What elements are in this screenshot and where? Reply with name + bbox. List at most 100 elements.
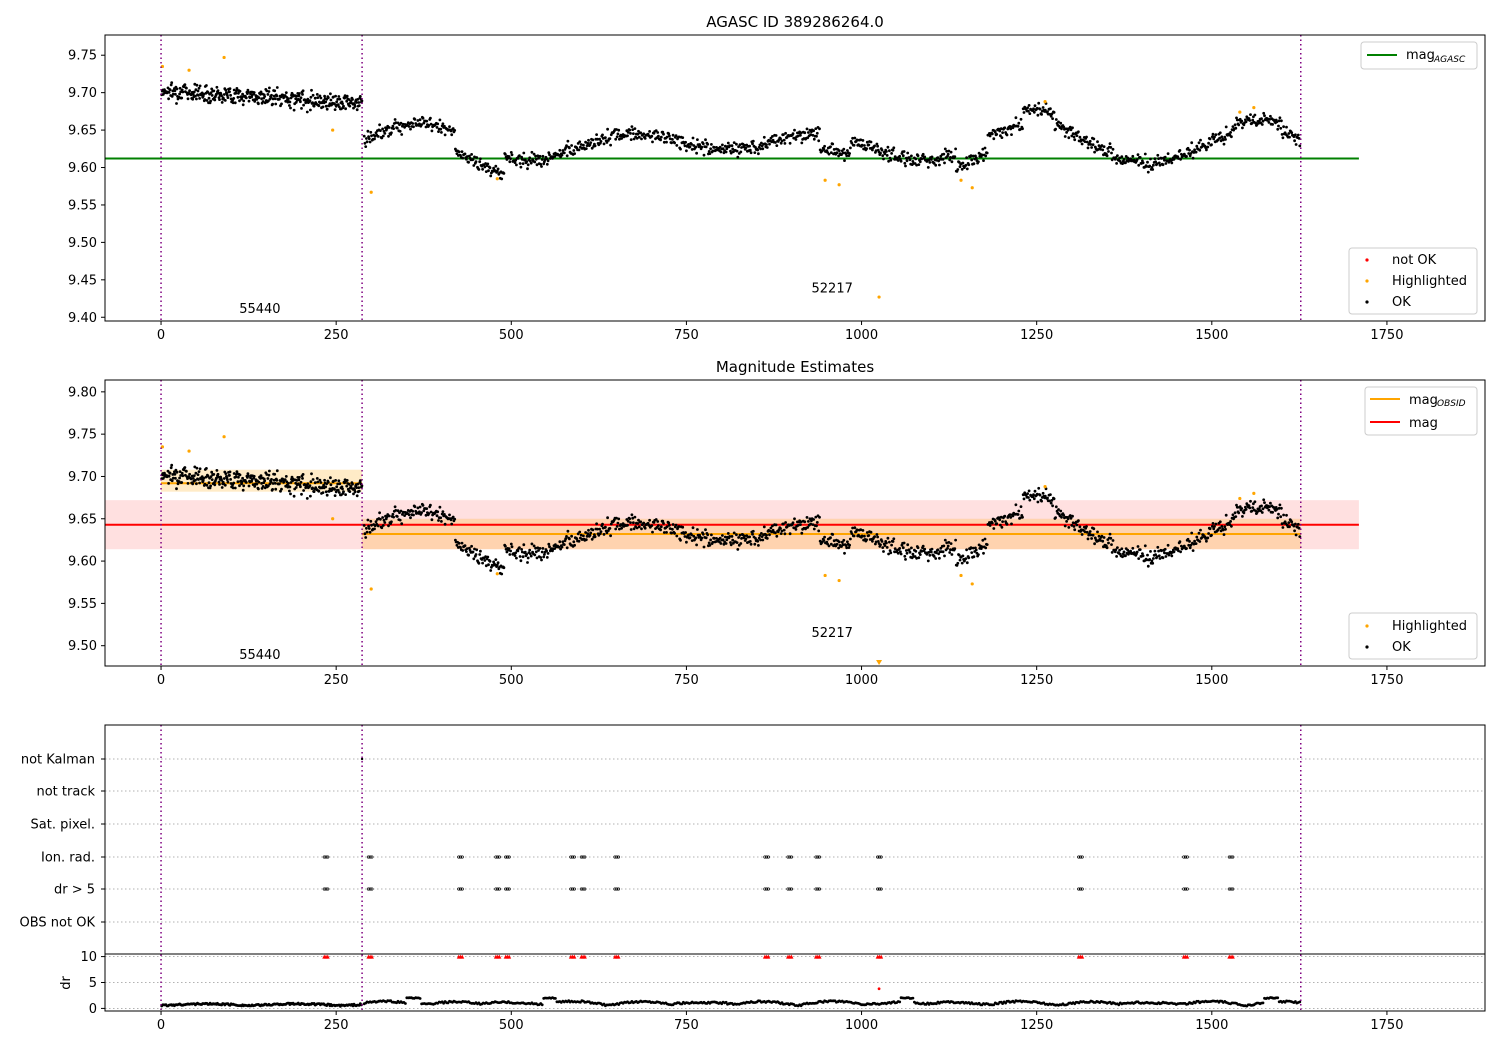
ok-point [357, 486, 361, 489]
ok-point [267, 473, 271, 477]
ok-point [803, 520, 807, 524]
ok-point [413, 505, 417, 509]
ok-point [673, 141, 676, 145]
ok-point [1018, 127, 1022, 131]
ok-point [379, 129, 382, 133]
ok-point [729, 541, 732, 544]
ok-point [268, 86, 271, 90]
ok-point [722, 542, 726, 546]
ok-point [378, 123, 381, 127]
ok-point [237, 475, 240, 479]
flag-marker [322, 887, 326, 891]
ok-point [275, 478, 279, 482]
ok-point [893, 155, 897, 159]
panel1-ytick-label: 9.60 [68, 161, 97, 176]
ok-point [418, 505, 422, 509]
ok-point [1296, 133, 1300, 137]
ok-point [287, 482, 290, 485]
ok-point [1157, 549, 1160, 553]
flag-marker [504, 855, 508, 859]
ok-point [322, 483, 325, 487]
ok-point [395, 515, 399, 518]
ok-point [240, 480, 244, 484]
panel2-ytick-label: 9.75 [68, 428, 97, 443]
ok-point [771, 135, 774, 138]
flag-marker [569, 855, 573, 859]
ok-point [179, 474, 183, 477]
ok-point [559, 547, 562, 551]
ok-point [471, 550, 475, 554]
ok-point [1271, 510, 1274, 514]
ok-point [637, 135, 641, 139]
ok-point [519, 165, 523, 169]
ok-point [1244, 505, 1247, 509]
ok-point [338, 97, 342, 101]
ok-point [671, 138, 674, 141]
ok-point [1116, 546, 1119, 549]
ok-point [578, 530, 582, 534]
ok-point [1223, 135, 1227, 139]
ok-point [241, 103, 245, 107]
ok-point [1131, 546, 1135, 550]
ok-point [915, 163, 918, 167]
ok-point [283, 94, 287, 97]
ok-point [1115, 555, 1118, 558]
ok-point [494, 164, 498, 168]
ok-point [751, 529, 755, 533]
ok-point [288, 485, 292, 489]
ok-point [639, 520, 643, 524]
ok-point [337, 95, 341, 98]
ok-point [534, 546, 537, 550]
ok-point [1237, 123, 1241, 127]
ok-point [301, 89, 305, 93]
ok-point [441, 122, 445, 126]
ok-point [267, 90, 271, 93]
ok-point [232, 88, 236, 92]
ok-point [1163, 551, 1166, 555]
ok-point [522, 151, 526, 155]
flag-marker [326, 855, 330, 859]
ok-point [1141, 552, 1144, 555]
ok-point [477, 561, 481, 565]
ok-point [1212, 527, 1216, 531]
ok-point [651, 140, 654, 144]
ok-point [546, 552, 550, 555]
ok-point [1003, 514, 1007, 518]
ok-point [887, 552, 890, 556]
panel2-xtick-label: 0 [157, 673, 165, 688]
flag-marker [368, 855, 372, 859]
ok-point [969, 546, 973, 550]
ok-point [949, 156, 952, 159]
ok-point [545, 157, 548, 161]
ok-point [811, 133, 815, 137]
ok-point [1188, 148, 1191, 152]
ok-point [710, 533, 713, 537]
ok-point [545, 556, 549, 559]
ok-point [977, 553, 980, 556]
ok-point [637, 525, 641, 529]
ok-point [1021, 493, 1025, 497]
ok-point [257, 96, 261, 100]
ok-point [565, 154, 569, 158]
ok-point [424, 513, 428, 517]
ok-point [333, 494, 337, 497]
ok-point [1054, 516, 1057, 519]
ok-point [1276, 516, 1280, 520]
ok-point [793, 517, 796, 521]
ok-point [1032, 497, 1036, 501]
ok-point [650, 134, 654, 138]
ok-point [675, 144, 679, 147]
ok-point [921, 544, 925, 548]
ok-point [311, 486, 314, 490]
ok-point [345, 484, 349, 488]
ok-point [534, 157, 538, 161]
ok-point [259, 90, 263, 94]
ok-point [1043, 494, 1047, 498]
ok-point [601, 133, 604, 137]
ok-point [1269, 501, 1272, 505]
panel2-ytick-label: 9.65 [68, 512, 97, 527]
ok-point [936, 548, 940, 552]
ok-point [1277, 124, 1280, 128]
ok-point [899, 552, 903, 556]
ok-point [1278, 503, 1282, 507]
